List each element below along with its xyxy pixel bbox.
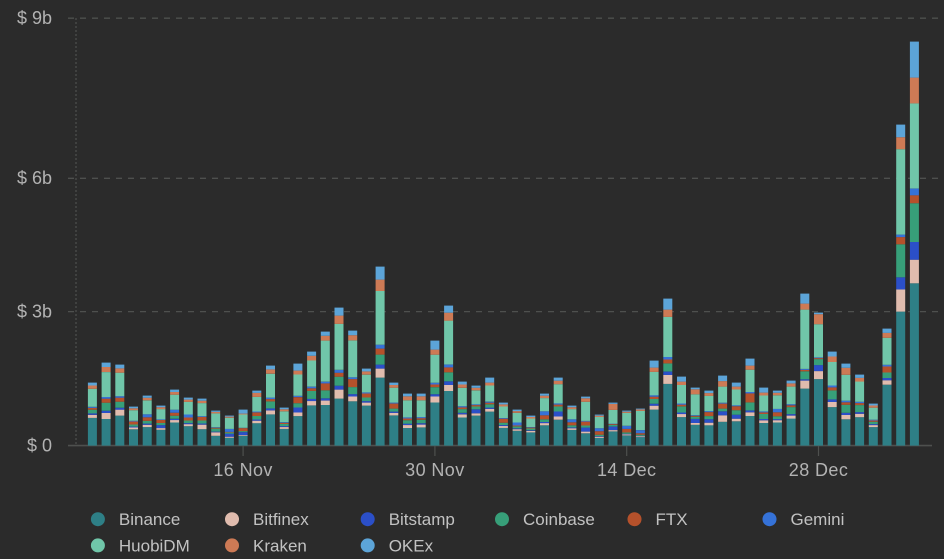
svg-text:30 Nov: 30 Nov [405,460,464,480]
svg-text:Bitstamp: Bitstamp [389,510,455,529]
svg-text:Coinbase: Coinbase [523,510,595,529]
svg-text:$ 6b: $ 6b [17,168,52,188]
svg-text:$ 9b: $ 9b [17,8,52,28]
svg-text:28 Dec: 28 Dec [789,460,848,480]
svg-text:Bitfinex: Bitfinex [253,510,309,529]
svg-text:$ 0: $ 0 [27,435,52,455]
svg-text:Kraken: Kraken [253,536,307,555]
svg-text:14 Dec: 14 Dec [597,460,656,480]
svg-text:Binance: Binance [119,510,180,529]
svg-text:16 Nov: 16 Nov [213,460,272,480]
svg-text:HuobiDM: HuobiDM [119,536,190,555]
svg-text:$ 3b: $ 3b [17,301,52,321]
svg-text:Gemini: Gemini [791,510,845,529]
svg-text:FTX: FTX [656,510,688,529]
svg-text:OKEx: OKEx [389,536,434,555]
